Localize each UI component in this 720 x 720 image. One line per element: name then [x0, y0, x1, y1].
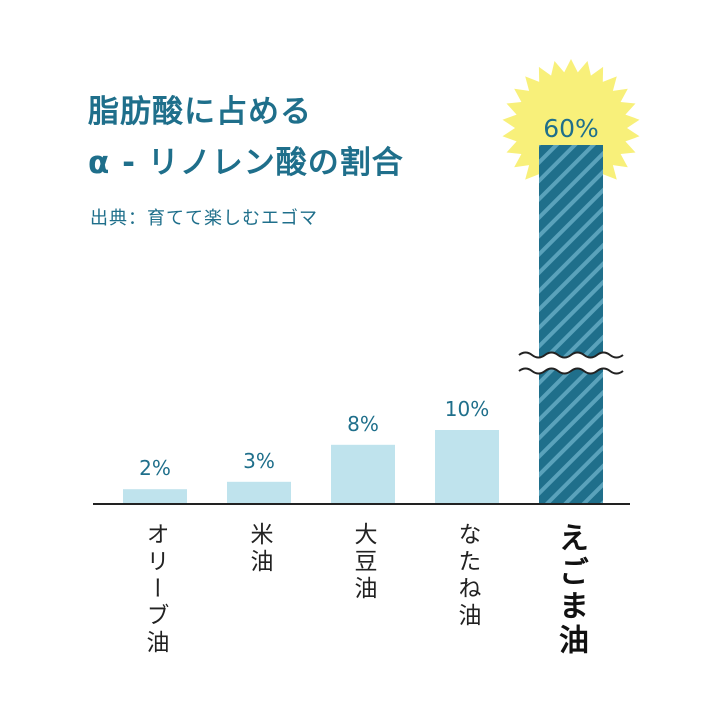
- bar-2: [331, 444, 395, 504]
- chart-source: 出典：育てて楽しむエゴマ: [90, 208, 318, 229]
- axis-break-gap: [519, 352, 623, 374]
- value-label-3: 10%: [445, 397, 489, 421]
- category-label-4: えごま油: [553, 522, 588, 658]
- axis-break-line-bottom: [518, 367, 624, 375]
- category-label-2: 大豆油: [350, 522, 376, 603]
- value-label-1: 3%: [243, 449, 275, 473]
- category-label-3: なたね油: [454, 522, 480, 630]
- highlight-starburst: [502, 59, 640, 197]
- chart-title-line-1: 脂肪酸に占める: [88, 94, 312, 130]
- value-label-0: 2%: [139, 456, 171, 480]
- bar-3: [435, 430, 499, 504]
- bar-1: [227, 481, 291, 504]
- chart-title-line-2: α - リノレン酸の割合: [88, 145, 404, 181]
- value-label-2: 8%: [347, 412, 379, 436]
- category-label-0: オリーブ油: [142, 522, 168, 657]
- category-label-1: 米油: [246, 522, 272, 576]
- bar-0: [123, 489, 187, 504]
- axis-break-line-top: [518, 351, 624, 359]
- value-label-4: 60%: [543, 114, 599, 143]
- bar-4: [539, 145, 603, 504]
